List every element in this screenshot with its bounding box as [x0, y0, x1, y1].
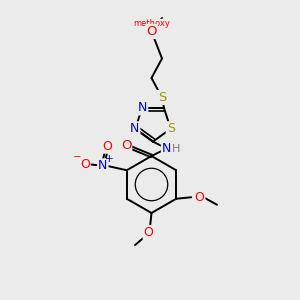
Text: S: S — [167, 122, 175, 135]
Text: +: + — [105, 154, 114, 164]
Text: O: O — [121, 139, 131, 152]
Text: O: O — [80, 158, 90, 171]
Text: O: O — [102, 140, 112, 153]
Text: N: N — [138, 101, 147, 115]
Text: N: N — [130, 122, 140, 135]
Text: O: O — [144, 226, 153, 239]
Text: methoxy: methoxy — [133, 20, 170, 28]
Text: −: − — [73, 152, 82, 162]
Text: H: H — [172, 143, 180, 154]
Text: N: N — [162, 142, 171, 155]
Text: O: O — [146, 25, 157, 38]
Text: S: S — [158, 91, 166, 104]
Text: O: O — [195, 191, 205, 204]
Text: N: N — [98, 159, 107, 172]
